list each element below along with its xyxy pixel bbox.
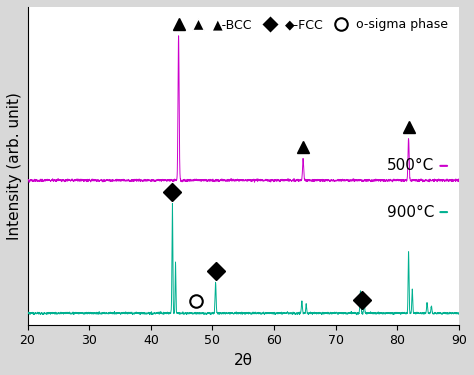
Y-axis label: Intensity (arb. unit): Intensity (arb. unit) xyxy=(7,92,22,240)
Legend: ▲-BCC, ◆-FCC, o-sigma phase: ▲-BCC, ◆-FCC, o-sigma phase xyxy=(180,13,453,36)
Text: 500°C: 500°C xyxy=(387,158,435,173)
Text: 900°C: 900°C xyxy=(387,205,435,220)
X-axis label: 2θ: 2θ xyxy=(234,353,253,368)
